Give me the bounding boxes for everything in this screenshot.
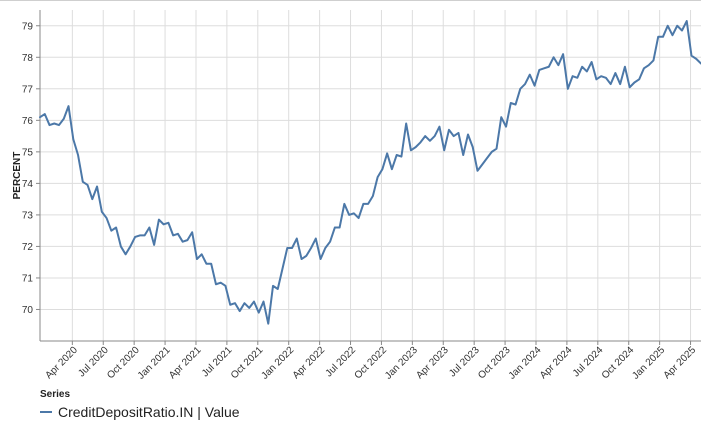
y-axis-ticks: 70 71 72 73 74 75 76 77 78 79 <box>22 21 40 316</box>
legend-entry[interactable]: CreditDepositRatio.IN | Value <box>40 404 240 420</box>
y-axis-label: PERCENT <box>12 152 23 200</box>
x-tick-label: Apr 2023 <box>414 345 451 382</box>
y-tick-label: 77 <box>22 84 34 95</box>
legend-label: CreditDepositRatio.IN | Value <box>58 404 240 420</box>
top-border <box>0 0 701 1</box>
axes <box>39 10 701 342</box>
y-tick-label: 79 <box>22 21 34 32</box>
series-lines <box>39 20 701 325</box>
x-tick-label: Apr 2022 <box>291 345 328 382</box>
x-tick-label: Jan 2025 <box>630 345 667 382</box>
x-tick-label: Apr 2024 <box>538 345 575 382</box>
y-tick-label: 78 <box>22 53 34 64</box>
x-tick-label: Jan 2024 <box>507 345 544 382</box>
x-tick-label: Jan 2021 <box>136 345 173 382</box>
y-tick-label: 72 <box>22 242 34 253</box>
y-tick-label: 76 <box>22 116 34 127</box>
grid-lines <box>40 10 701 341</box>
x-tick-label: Apr 2021 <box>167 345 204 382</box>
y-tick-label: 75 <box>22 147 34 158</box>
y-tick-label: 73 <box>22 210 34 221</box>
x-tick-label: Apr 2020 <box>43 345 80 382</box>
y-tick-label: 74 <box>22 179 34 190</box>
x-tick-label: Jan 2022 <box>259 345 296 382</box>
x-tick-label: Apr 2025 <box>662 345 699 382</box>
legend-swatch <box>40 411 52 413</box>
y-tick-label: 71 <box>22 273 34 284</box>
x-tick-label: Jan 2023 <box>383 345 420 382</box>
series-line[interactable] <box>39 20 701 325</box>
y-tick-label: 70 <box>22 305 34 316</box>
legend-title: Series <box>40 389 71 400</box>
legend: Series CreditDepositRatio.IN | Value <box>40 389 240 420</box>
